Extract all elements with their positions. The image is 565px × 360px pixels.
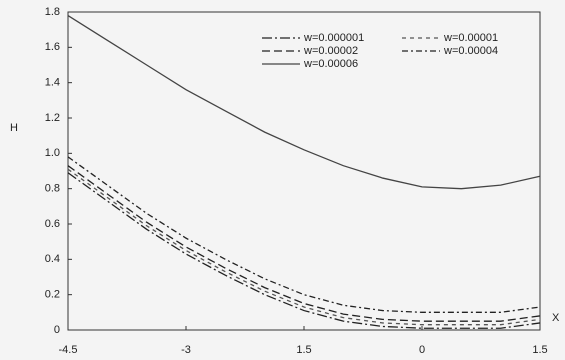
y-tick-label: 1.4 bbox=[45, 77, 60, 89]
x-tick-label: 0 bbox=[419, 344, 425, 356]
line-series bbox=[67, 165, 541, 322]
line-series bbox=[67, 168, 541, 326]
legend-label: w=0.00002 bbox=[303, 45, 358, 57]
x-tick-label: 1.5 bbox=[296, 344, 311, 356]
x-tick-label: -3 bbox=[181, 344, 191, 356]
line-series bbox=[67, 14, 541, 190]
y-tick-label: 1.0 bbox=[45, 147, 60, 159]
y-tick-label: 1.8 bbox=[45, 6, 60, 18]
legend-label: w=0.00006 bbox=[303, 58, 358, 70]
y-tick-label: 0.8 bbox=[45, 183, 60, 195]
y-tick-label: 0.4 bbox=[45, 253, 60, 265]
x-axis-label: X bbox=[552, 312, 560, 324]
y-tick-label: 1.2 bbox=[45, 112, 60, 124]
line-series bbox=[67, 172, 541, 329]
y-tick-label: 0 bbox=[54, 324, 60, 336]
y-tick-label: 1.6 bbox=[45, 41, 60, 53]
y-axis-label: H bbox=[10, 122, 18, 134]
x-tick-label: -4.5 bbox=[59, 344, 78, 356]
y-tick-label: 0.2 bbox=[45, 289, 60, 301]
legend-label: w=0.00001 bbox=[443, 32, 498, 44]
y-tick-label: 0.6 bbox=[45, 218, 60, 230]
x-tick-label: 1.5 bbox=[532, 344, 547, 356]
legend-label: w=0.000001 bbox=[303, 32, 364, 44]
legend-label: w=0.00004 bbox=[443, 45, 498, 57]
